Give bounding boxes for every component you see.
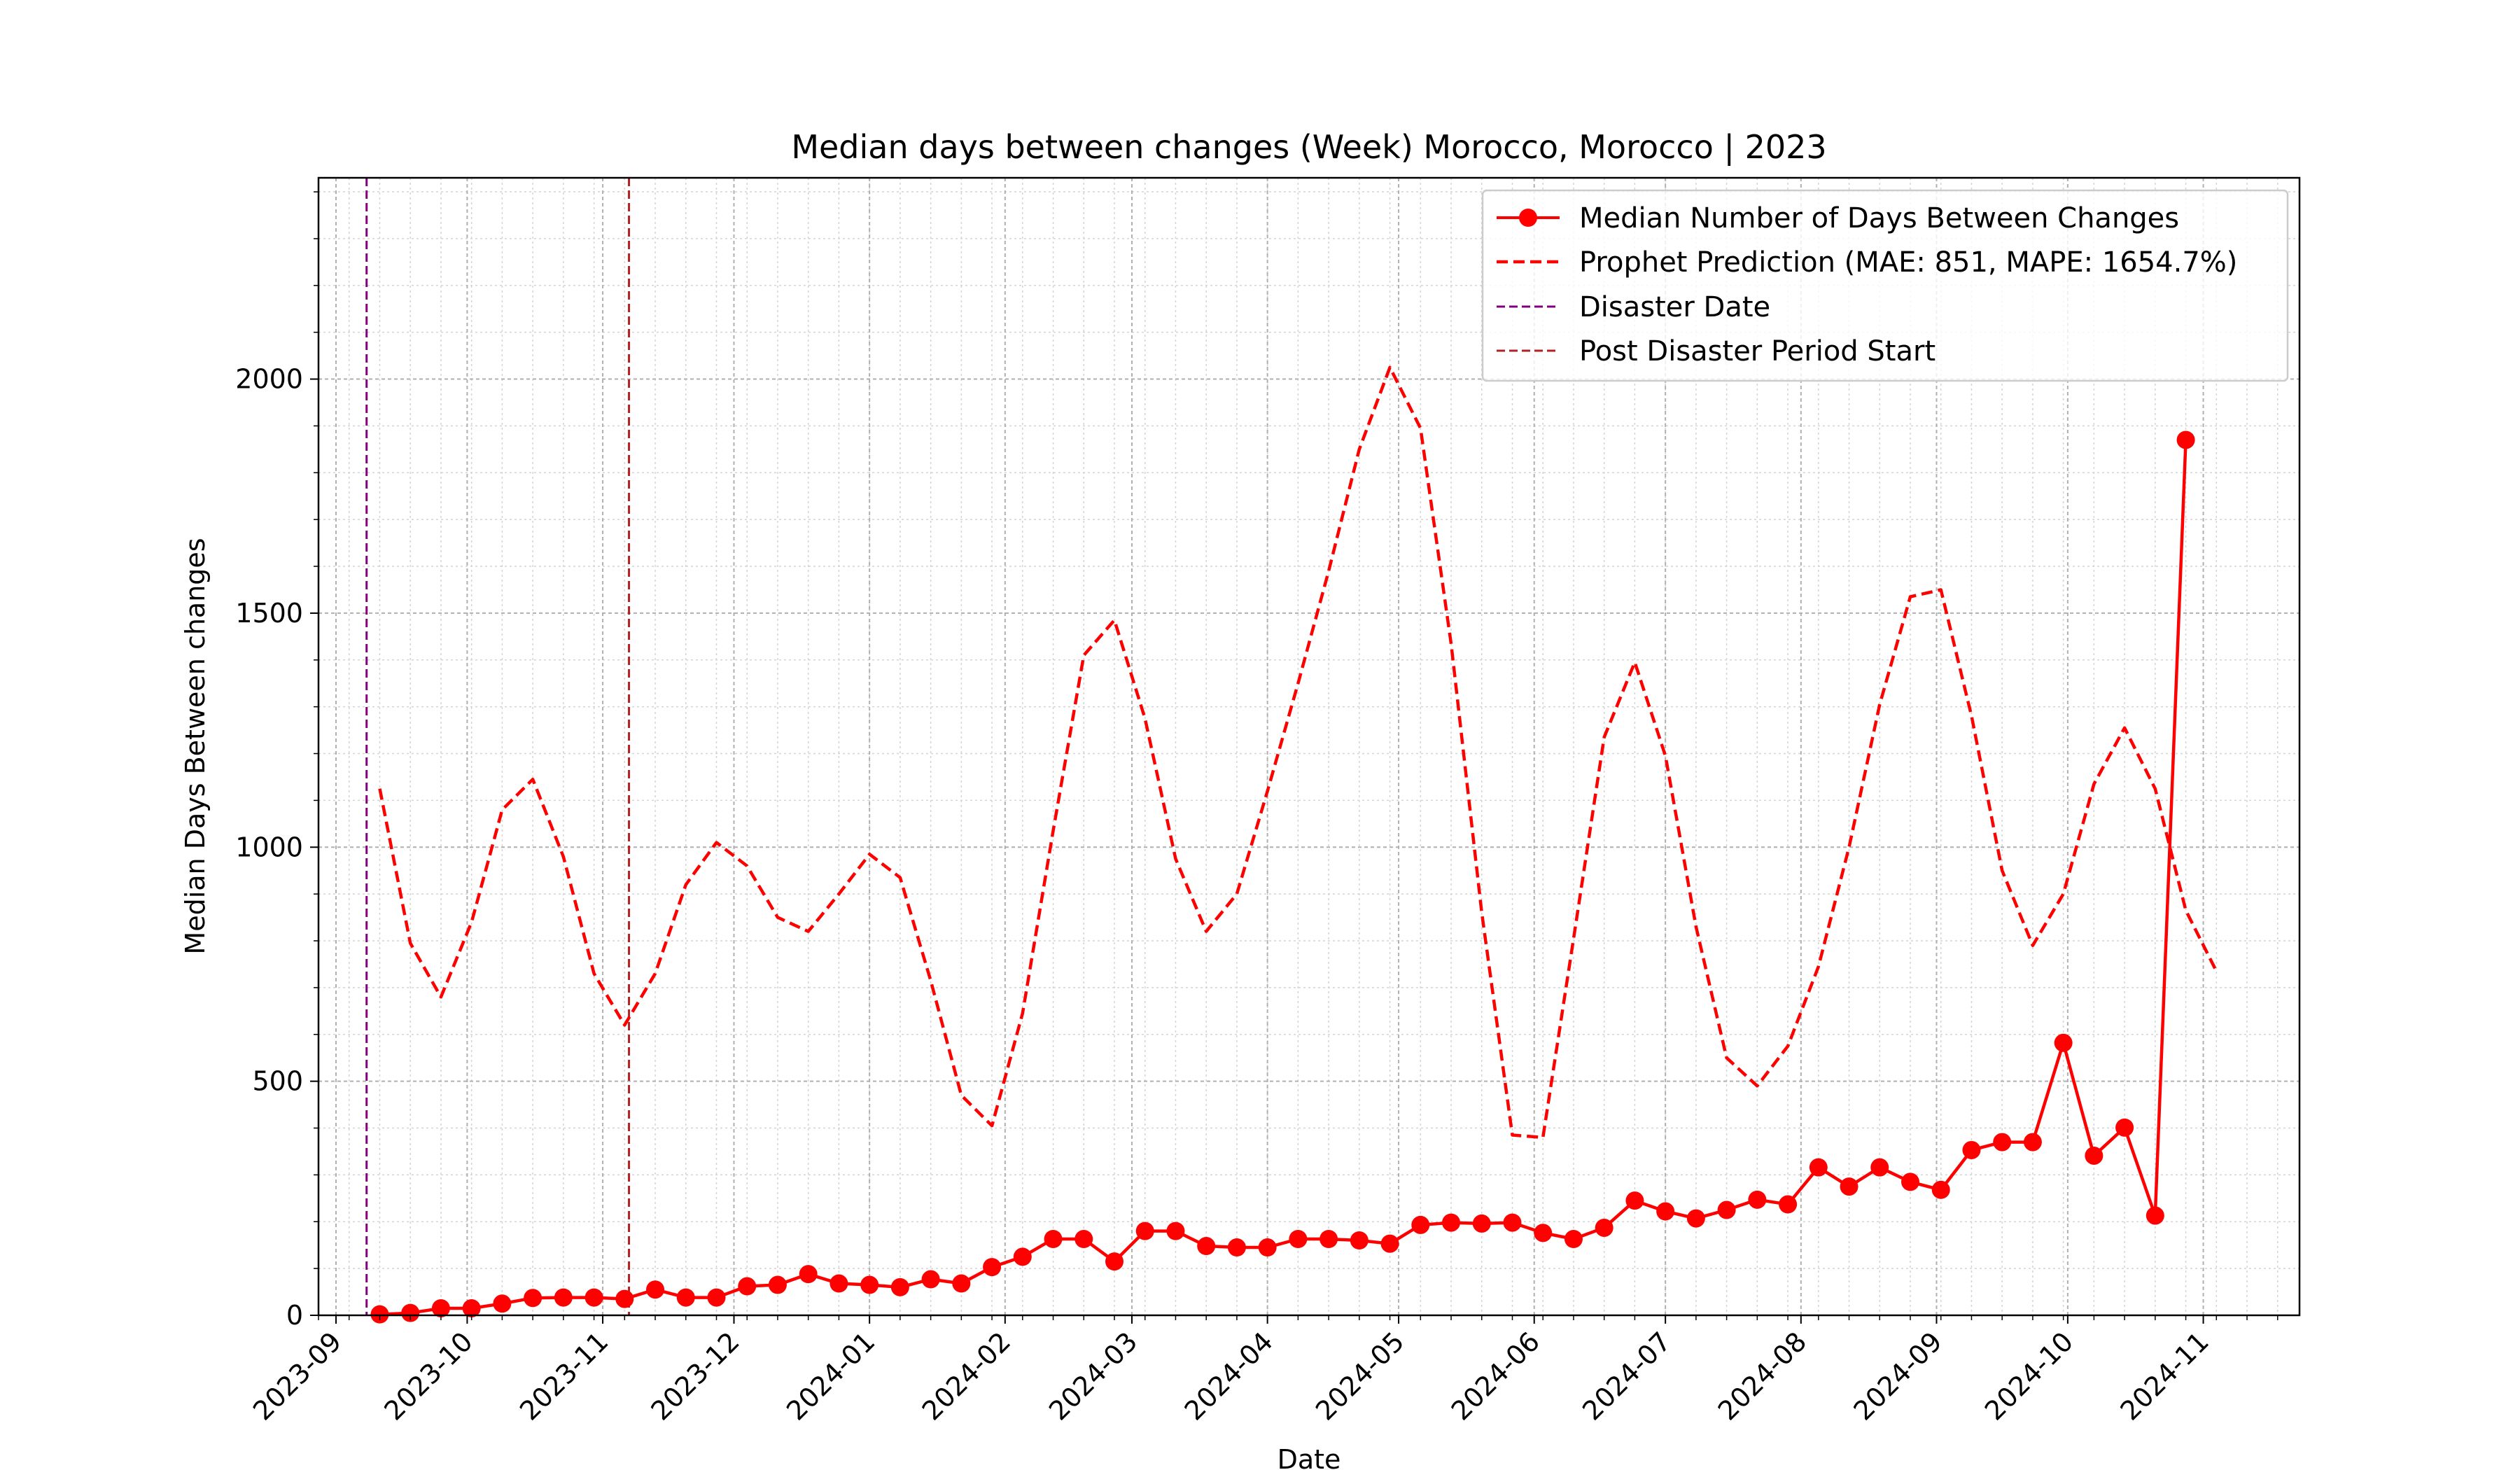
observed-point xyxy=(983,1258,1002,1277)
observed-point xyxy=(738,1277,757,1296)
observed-point xyxy=(1044,1229,1063,1248)
plot-series xyxy=(370,365,2218,1324)
observed-point xyxy=(1258,1238,1277,1257)
observed-point xyxy=(493,1294,512,1313)
observed-point xyxy=(1472,1214,1491,1233)
y-tick-label: 1000 xyxy=(235,832,303,862)
legend-label-post-disaster: Post Disaster Period Start xyxy=(1579,335,1935,368)
observed-point xyxy=(1320,1229,1338,1248)
prediction-line xyxy=(378,365,2218,1140)
legend-label-observed: Median Number of Days Between Changes xyxy=(1579,202,2179,234)
observed-point xyxy=(1289,1229,1308,1248)
observed-point xyxy=(646,1280,665,1299)
observed-point xyxy=(1135,1222,1154,1240)
y-tick-label: 2000 xyxy=(235,364,303,395)
observed-point xyxy=(1748,1190,1767,1209)
plot-frame xyxy=(317,176,2301,1317)
observed-point xyxy=(2054,1033,2073,1052)
legend-marker-observed xyxy=(1519,209,1537,227)
legend-box xyxy=(1481,189,2289,382)
observed-point xyxy=(462,1298,481,1317)
y-tick-label: 1500 xyxy=(235,598,303,629)
observed-point xyxy=(1074,1229,1093,1248)
observed-point xyxy=(615,1289,634,1308)
observed-point xyxy=(1411,1215,1430,1234)
observed-point xyxy=(1350,1231,1368,1250)
y-tick-label: 500 xyxy=(252,1066,303,1097)
observed-point xyxy=(1564,1229,1583,1248)
observed-point xyxy=(2176,430,2195,449)
observed-point xyxy=(1197,1237,1216,1256)
event-lines xyxy=(365,178,631,1315)
observed-point xyxy=(2023,1133,2042,1152)
y-tick-label: 0 xyxy=(286,1300,303,1331)
observed-point xyxy=(1534,1224,1553,1242)
observed-point xyxy=(1962,1140,1981,1159)
x-axis-label: Date xyxy=(1278,1444,1341,1470)
observed-point xyxy=(1686,1209,1705,1228)
observed-point xyxy=(830,1274,848,1293)
observed-point xyxy=(1442,1213,1461,1232)
observed-point xyxy=(2085,1146,2104,1165)
observed-point xyxy=(431,1298,450,1317)
observed-point xyxy=(890,1278,909,1296)
observed-point xyxy=(768,1275,787,1294)
observed-point xyxy=(1625,1191,1644,1210)
observed-point xyxy=(860,1275,879,1294)
observed-point xyxy=(1503,1213,1522,1232)
observed-point xyxy=(1656,1202,1675,1221)
chart-title: Median days between changes (Week) Moroc… xyxy=(791,128,1826,167)
observed-point xyxy=(1227,1238,1246,1257)
observed-point xyxy=(554,1288,573,1307)
observed-point xyxy=(1380,1234,1399,1253)
observed-point xyxy=(1840,1177,1858,1196)
observed-point xyxy=(1809,1158,1828,1177)
legend: Median Number of Days Between Changes Pr… xyxy=(1481,189,2289,382)
observed-point xyxy=(1900,1172,1919,1191)
observed-point xyxy=(707,1288,726,1307)
y-axis-label: Median Days Between changes xyxy=(180,538,211,954)
legend-label-prediction: Prophet Prediction (MAE: 851, MAPE: 1654… xyxy=(1579,246,2237,279)
observed-point xyxy=(1779,1195,1798,1214)
observed-point xyxy=(584,1288,603,1307)
observed-point xyxy=(370,1305,389,1324)
observed-point xyxy=(1595,1218,1614,1237)
observed-point xyxy=(952,1274,971,1293)
observed-point xyxy=(524,1289,542,1308)
observed-point xyxy=(676,1288,695,1307)
observed-point xyxy=(1717,1200,1736,1219)
observed-point xyxy=(401,1303,420,1322)
observed-point xyxy=(799,1265,818,1284)
observed-point xyxy=(1931,1180,1950,1199)
observed-point xyxy=(921,1270,940,1289)
observed-point xyxy=(2115,1118,2134,1137)
y-axis: 0 500 1000 1500 2000 xyxy=(235,191,318,1331)
observed-point xyxy=(1105,1252,1124,1271)
observed-point xyxy=(1166,1222,1185,1240)
observed-point xyxy=(1013,1247,1032,1266)
legend-label-disaster: Disaster Date xyxy=(1579,291,1770,323)
observed-point xyxy=(1993,1133,2012,1152)
observed-point xyxy=(1870,1158,1889,1177)
observed-point xyxy=(2146,1206,2164,1225)
